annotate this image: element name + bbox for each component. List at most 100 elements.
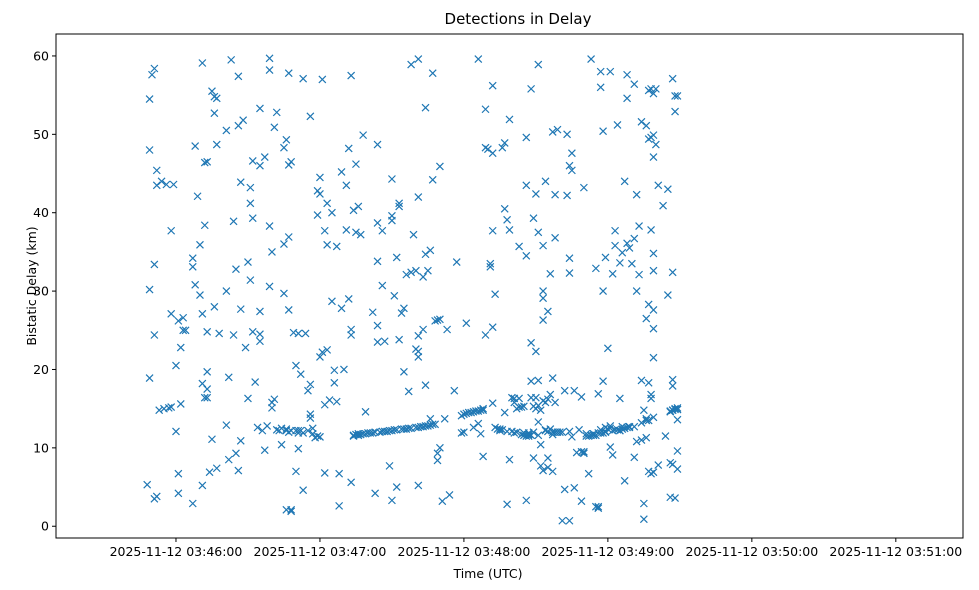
data-point	[596, 83, 605, 92]
y-axis-label: Bistatic Delay (km)	[24, 226, 39, 345]
data-point	[671, 91, 679, 100]
data-point	[385, 461, 394, 470]
data-point	[488, 226, 497, 235]
data-point	[498, 143, 507, 152]
y-axis: 0 10 20 30 40 50 60	[33, 48, 56, 534]
data-point	[208, 435, 216, 444]
data-point	[212, 140, 221, 149]
data-point	[606, 443, 615, 452]
data-point	[325, 396, 334, 404]
data-point	[260, 446, 269, 455]
data-point	[294, 444, 303, 453]
data-point	[647, 394, 655, 403]
data-point	[500, 204, 509, 213]
data-point	[663, 185, 672, 194]
data-point	[611, 241, 620, 250]
data-point	[663, 291, 672, 299]
data-point	[256, 161, 264, 170]
y-tick-label: 0	[41, 519, 49, 534]
data-point	[421, 381, 430, 390]
data-point	[440, 414, 449, 423]
data-point	[570, 386, 579, 395]
data-point	[503, 215, 512, 224]
data-point	[431, 316, 440, 325]
data-point	[277, 440, 286, 449]
x-tick-label: 2025-11-12 03:46:00	[110, 544, 243, 559]
data-point	[181, 326, 190, 335]
data-point	[215, 329, 224, 338]
data-point	[263, 421, 272, 430]
data-point	[224, 373, 233, 382]
data-point	[337, 168, 346, 176]
data-point	[395, 202, 404, 211]
data-point	[203, 367, 212, 376]
data-point	[522, 251, 531, 260]
data-point	[299, 74, 308, 83]
data-point	[488, 323, 497, 332]
data-point	[541, 426, 550, 435]
data-point	[608, 450, 617, 459]
data-point	[563, 191, 572, 200]
data-point	[239, 116, 248, 125]
data-point	[500, 408, 509, 417]
data-point	[150, 331, 159, 339]
data-point	[457, 429, 466, 437]
data-point	[248, 214, 257, 223]
data-point	[527, 377, 536, 386]
data-point	[630, 234, 639, 243]
data-point	[395, 335, 404, 344]
data-point	[294, 329, 303, 338]
data-point	[203, 327, 212, 336]
data-point	[198, 309, 207, 318]
data-point	[248, 327, 257, 336]
data-point	[296, 370, 305, 379]
data-point	[531, 189, 540, 198]
data-point	[414, 347, 423, 356]
data-point	[615, 394, 624, 403]
data-point	[651, 140, 660, 149]
data-point	[543, 395, 552, 404]
data-point	[474, 419, 483, 428]
data-point	[270, 123, 279, 132]
data-point	[505, 226, 514, 234]
data-point	[191, 280, 200, 289]
data-point	[433, 456, 442, 465]
data-point	[543, 463, 552, 472]
data-point	[392, 483, 401, 491]
data-point	[347, 478, 356, 487]
data-point	[167, 403, 176, 412]
data-point	[193, 192, 202, 201]
data-point	[244, 394, 252, 403]
data-point	[524, 430, 533, 439]
data-point	[606, 67, 615, 76]
data-point	[527, 84, 536, 93]
data-point	[280, 289, 288, 298]
data-point	[316, 432, 324, 441]
data-point	[330, 378, 339, 387]
data-point	[229, 331, 238, 339]
data-point	[210, 302, 219, 311]
data-point	[287, 507, 296, 516]
data-point	[546, 390, 555, 399]
data-point	[450, 386, 459, 395]
y-tick-label: 30	[33, 284, 49, 299]
data-point	[649, 266, 658, 275]
data-point	[306, 112, 315, 121]
data-point	[414, 193, 423, 201]
data-point	[388, 175, 396, 183]
data-point	[399, 304, 408, 313]
data-point	[332, 242, 341, 251]
data-point	[373, 257, 382, 266]
data-point	[390, 425, 399, 434]
data-point	[534, 418, 543, 426]
data-point	[635, 270, 643, 279]
data-point	[443, 325, 452, 334]
y-tick-label: 10	[33, 440, 49, 455]
data-point	[152, 166, 161, 175]
data-point	[284, 69, 293, 78]
data-point	[265, 66, 274, 74]
data-point	[169, 180, 178, 189]
data-point	[618, 248, 627, 257]
data-point	[654, 181, 663, 190]
